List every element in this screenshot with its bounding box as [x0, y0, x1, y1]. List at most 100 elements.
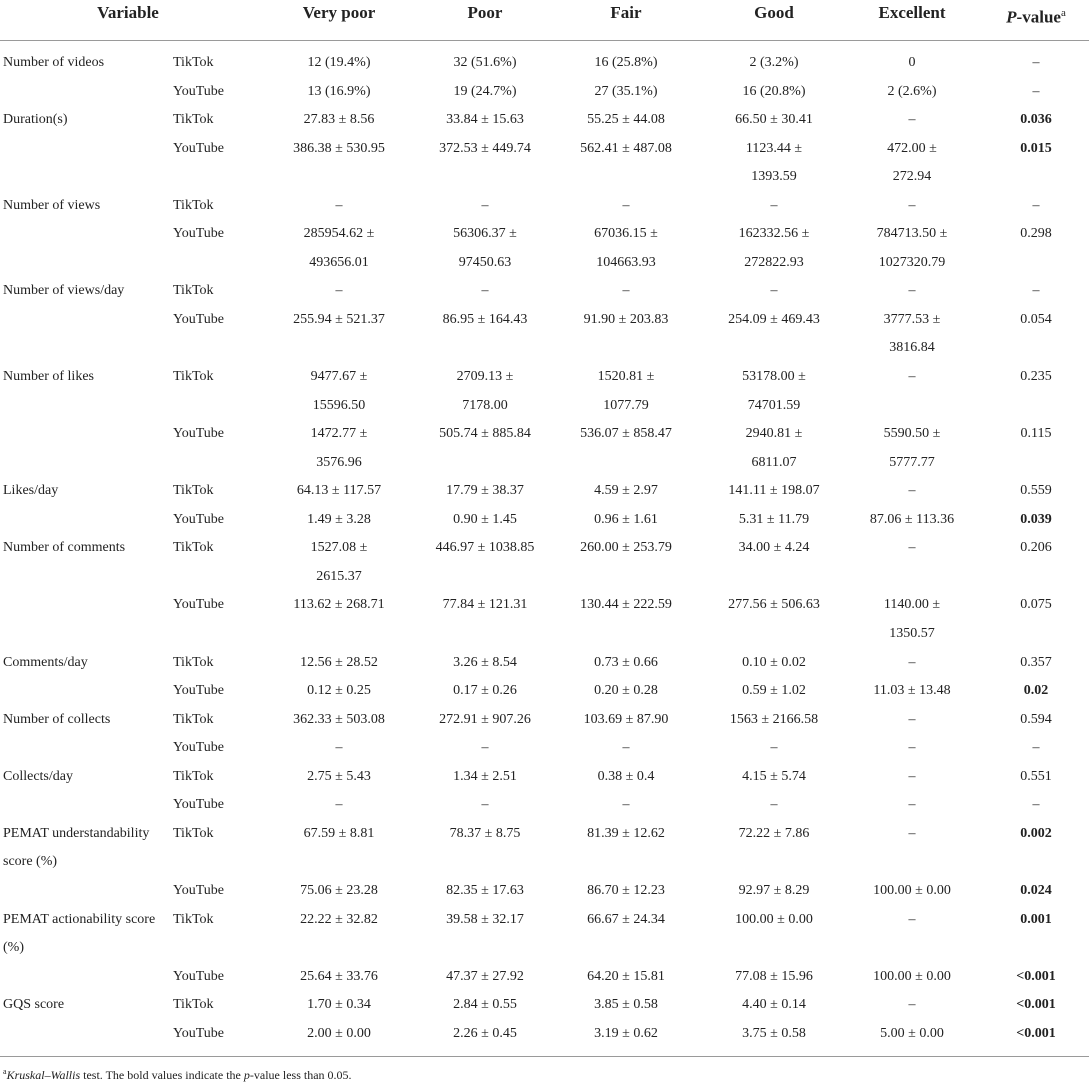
cell-excellent: 272.94 — [892, 169, 932, 185]
cell-good: 0.59 ± 1.02 — [742, 683, 806, 699]
cell-good: 141.11 ± 198.07 — [728, 483, 820, 499]
cell-very-poor: 1.70 ± 0.34 — [307, 997, 371, 1013]
cell-fair: 130.44 ± 222.59 — [580, 597, 672, 613]
cell-fair: 0.96 ± 1.61 — [594, 511, 658, 527]
cell-excellent: 1027320.79 — [878, 254, 946, 270]
row-variable-label: Likes/day — [3, 483, 59, 499]
cell-good: – — [770, 797, 778, 813]
cell-excellent: 5777.77 — [889, 454, 935, 470]
table-header: Variable Very poor Poor Fair Good Excell… — [0, 0, 1089, 41]
footer-divider — [0, 1056, 1089, 1057]
cell-good: 162332.56 ± — [738, 226, 810, 242]
row-platform: YouTube — [173, 311, 224, 327]
cell-poor: 7178.00 — [462, 397, 508, 413]
cell-poor: 2.26 ± 0.45 — [453, 1025, 517, 1041]
cell-poor: 446.97 ± 1038.85 — [435, 540, 535, 556]
cell-pvalue: 0.036 — [1020, 112, 1052, 128]
cell-very-poor: 113.62 ± 268.71 — [293, 597, 385, 613]
cell-very-poor: – — [335, 197, 343, 213]
cell-fair: 16 (25.8%) — [594, 55, 658, 70]
cell-very-poor: 386.38 ± 530.95 — [293, 140, 385, 156]
row-platform: YouTube — [173, 683, 224, 699]
row-variable-label: GQS score — [3, 997, 65, 1013]
cell-pvalue: 0.206 — [1020, 540, 1052, 556]
cell-fair: 104663.93 — [596, 254, 656, 270]
cell-fair: 64.20 ± 15.81 — [587, 968, 665, 984]
cell-very-poor: 0.12 ± 0.25 — [307, 683, 371, 699]
cell-fair: 562.41 ± 487.08 — [580, 140, 672, 156]
header-very-poor: Very poor — [302, 3, 376, 22]
cell-poor: 47.37 ± 27.92 — [446, 968, 524, 984]
row-platform: TikTok — [173, 654, 214, 670]
row-platform: YouTube — [173, 426, 224, 442]
cell-pvalue: 0.075 — [1020, 597, 1052, 613]
cell-pvalue: 0.015 — [1020, 140, 1052, 156]
table-footnote: aKruskal–Wallis test. The bold values in… — [3, 1067, 352, 1082]
cell-good: 272822.93 — [744, 254, 804, 270]
cell-fair: 55.25 ± 44.08 — [587, 112, 665, 128]
cell-excellent: 784713.50 ± — [876, 226, 948, 242]
cell-poor: 3.26 ± 8.54 — [453, 654, 517, 670]
cell-pvalue: – — [1032, 797, 1040, 813]
cell-very-poor: 2615.37 — [316, 568, 362, 584]
cell-very-poor: 13 (16.9%) — [307, 83, 371, 99]
cell-good: 53178.00 ± — [742, 369, 806, 385]
cell-poor: 56306.37 ± — [453, 226, 517, 242]
cell-pvalue: 0.002 — [1020, 825, 1052, 841]
cell-very-poor: 1527.08 ± — [310, 540, 368, 556]
cell-pvalue: <0.001 — [1016, 1025, 1056, 1041]
cell-poor: 272.91 ± 907.26 — [439, 711, 531, 727]
cell-excellent: – — [908, 112, 916, 128]
cell-pvalue: – — [1032, 55, 1040, 70]
cell-very-poor: 15596.50 — [312, 397, 366, 413]
row-platform: TikTok — [173, 112, 214, 128]
cell-very-poor: 12 (19.4%) — [307, 55, 371, 70]
cell-fair: 0.38 ± 0.4 — [597, 768, 655, 784]
row-platform: YouTube — [173, 511, 224, 527]
cell-good: – — [770, 740, 778, 756]
cell-excellent: 3816.84 — [889, 340, 935, 356]
row-variable-label: Number of views — [3, 197, 101, 213]
header-pvalue: P-valuea — [1006, 7, 1066, 27]
cell-fair: 260.00 ± 253.79 — [580, 540, 672, 556]
cell-poor: 0.90 ± 1.45 — [453, 511, 517, 527]
cell-excellent: – — [908, 825, 916, 841]
cell-good: 77.08 ± 15.96 — [735, 968, 813, 984]
cell-very-poor: 3576.96 — [316, 454, 362, 470]
cell-excellent: 1140.00 ± — [883, 597, 941, 613]
cell-fair: 3.85 ± 0.58 — [594, 997, 658, 1013]
cell-excellent: – — [908, 654, 916, 670]
cell-good: 277.56 ± 506.63 — [728, 597, 820, 613]
cell-poor: 1.34 ± 2.51 — [453, 768, 517, 784]
cell-excellent: – — [908, 740, 916, 756]
cell-good: 0.10 ± 0.02 — [742, 654, 806, 670]
row-platform: TikTok — [173, 768, 214, 784]
row-platform: TikTok — [173, 483, 214, 499]
row-variable-label: Number of views/day — [3, 283, 125, 299]
cell-poor: 17.79 ± 38.37 — [446, 483, 524, 499]
cell-excellent: – — [908, 369, 916, 385]
cell-very-poor: – — [335, 283, 343, 299]
cell-pvalue: – — [1032, 740, 1040, 756]
cell-poor: 32 (51.6%) — [453, 55, 517, 70]
header-poor: Poor — [467, 3, 503, 22]
cell-very-poor: 25.64 ± 33.76 — [300, 968, 378, 984]
cell-poor: – — [481, 740, 489, 756]
cell-very-poor: 9477.67 ± — [310, 369, 368, 385]
cell-excellent: – — [908, 768, 916, 784]
cell-fair: – — [622, 797, 630, 813]
cell-poor: 2709.13 ± — [456, 369, 514, 385]
cell-excellent: 2 (2.6%) — [887, 83, 937, 99]
cell-very-poor: 255.94 ± 521.37 — [293, 311, 385, 327]
cell-fair: 0.20 ± 0.28 — [594, 683, 658, 699]
cell-excellent: 100.00 ± 0.00 — [873, 882, 951, 898]
cell-good: 34.00 ± 4.24 — [738, 540, 810, 556]
row-platform: TikTok — [173, 540, 214, 556]
cell-fair: 536.07 ± 858.47 — [580, 426, 672, 442]
cell-excellent: 0 — [908, 55, 916, 70]
row-variable-label: Number of likes — [3, 369, 94, 385]
cell-poor: – — [481, 797, 489, 813]
row-variable-label: PEMAT actionability score (%) — [3, 911, 156, 955]
cell-good: 4.15 ± 5.74 — [742, 768, 806, 784]
header-variable: Variable — [97, 3, 159, 22]
